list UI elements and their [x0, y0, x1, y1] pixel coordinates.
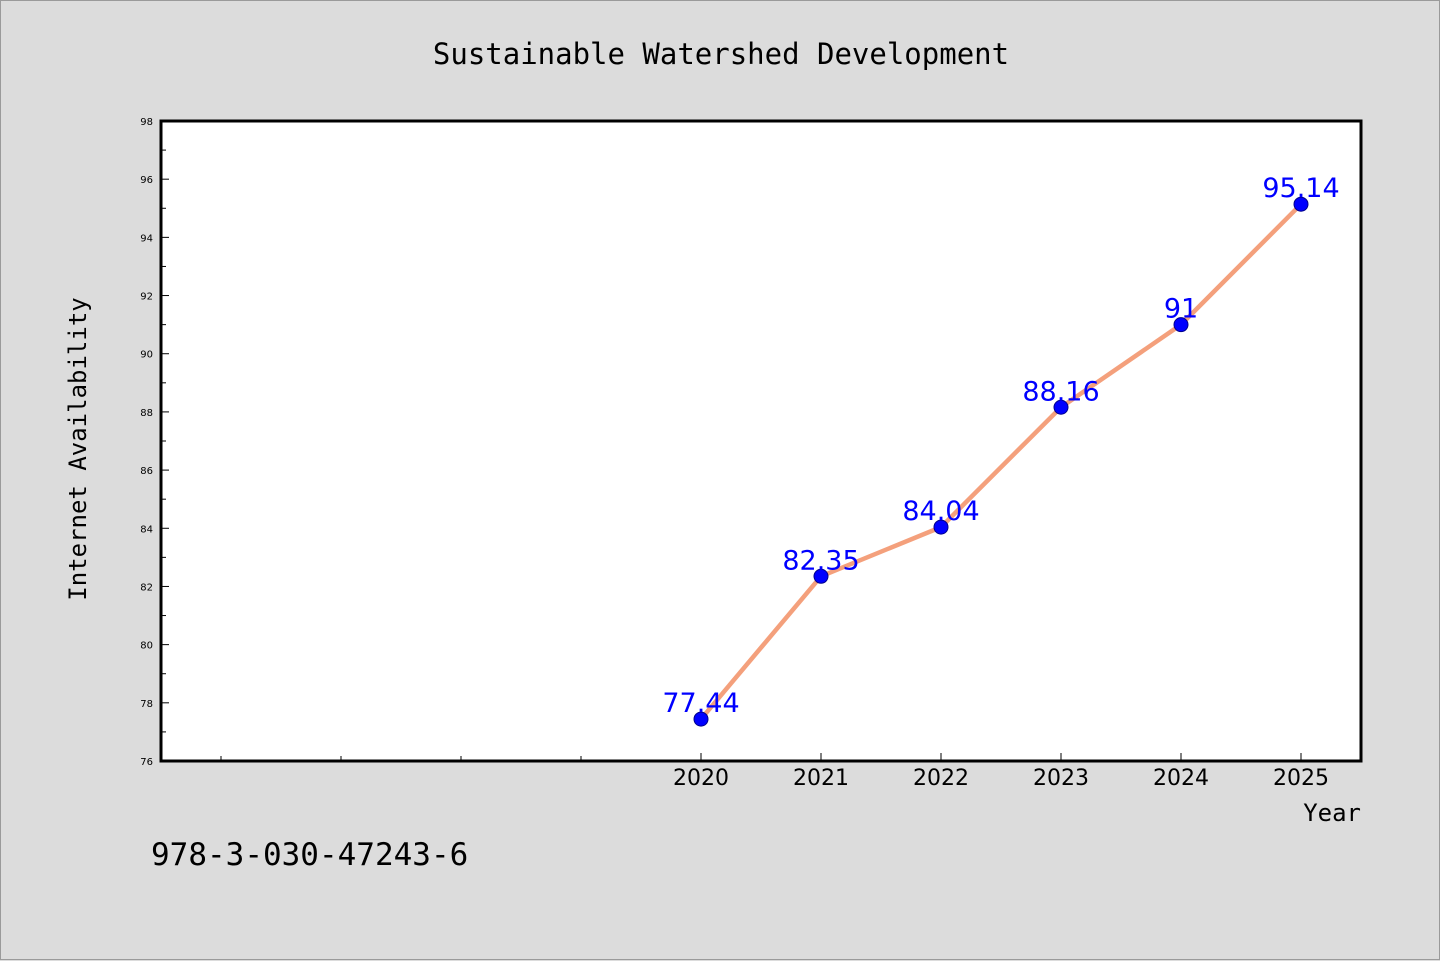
plot-area: [159, 119, 1363, 763]
data-label: 77.44: [662, 688, 739, 719]
series-line-group: [698, 201, 1304, 722]
x-tick-label: 2023: [1033, 766, 1089, 791]
data-point: [1173, 317, 1189, 333]
data-point: [1053, 399, 1069, 415]
y-tick-label: 84: [140, 524, 153, 535]
data-point: [933, 519, 949, 535]
y-axis-label: Internet Availability: [64, 297, 92, 600]
x-axis: 2020 2021 2022 2023 2024 2025: [220, 753, 1329, 791]
y-tick-label: 88: [140, 408, 153, 419]
data-label: 95.14: [1262, 173, 1339, 204]
y-tick-label: 80: [140, 641, 153, 652]
y-tick-label: 76: [140, 757, 153, 768]
y-tick-label: 78: [140, 699, 153, 710]
data-point: [693, 711, 709, 727]
y-tick-label: 90: [140, 350, 153, 361]
data-label: 91: [1164, 294, 1198, 325]
y-tick-label: 98: [140, 117, 153, 128]
isbn-footer: 978-3-030-47243-6: [151, 837, 468, 873]
x-tick-label: 2021: [793, 766, 849, 791]
y-axis: 76 78 80 82 84 86 88 90 92 94 96 98: [140, 117, 169, 768]
x-tick-label: 2024: [1153, 766, 1209, 791]
x-tick-label: 2020: [673, 766, 729, 791]
series-line: [698, 201, 1304, 722]
y-tick-label: 94: [140, 233, 153, 244]
series-points-group: [693, 196, 1309, 727]
chart-title: Sustainable Watershed Development: [433, 37, 1009, 71]
y-tick-label: 92: [140, 292, 153, 303]
y-tick-label: 82: [140, 582, 153, 593]
x-axis-label: Year: [1303, 799, 1361, 827]
data-point: [813, 568, 829, 584]
y-tick-label: 96: [140, 175, 153, 186]
data-point: [1293, 196, 1309, 212]
data-label: 88.16: [1022, 376, 1099, 407]
x-tick-label: 2022: [913, 766, 969, 791]
x-tick-label: 2025: [1273, 766, 1329, 791]
data-label: 84.04: [902, 496, 979, 527]
y-tick-label: 86: [140, 466, 153, 477]
data-labels-group: 77.44 82.35 84.04 88.16 91 95.14: [662, 173, 1339, 719]
data-label: 82.35: [782, 545, 859, 576]
